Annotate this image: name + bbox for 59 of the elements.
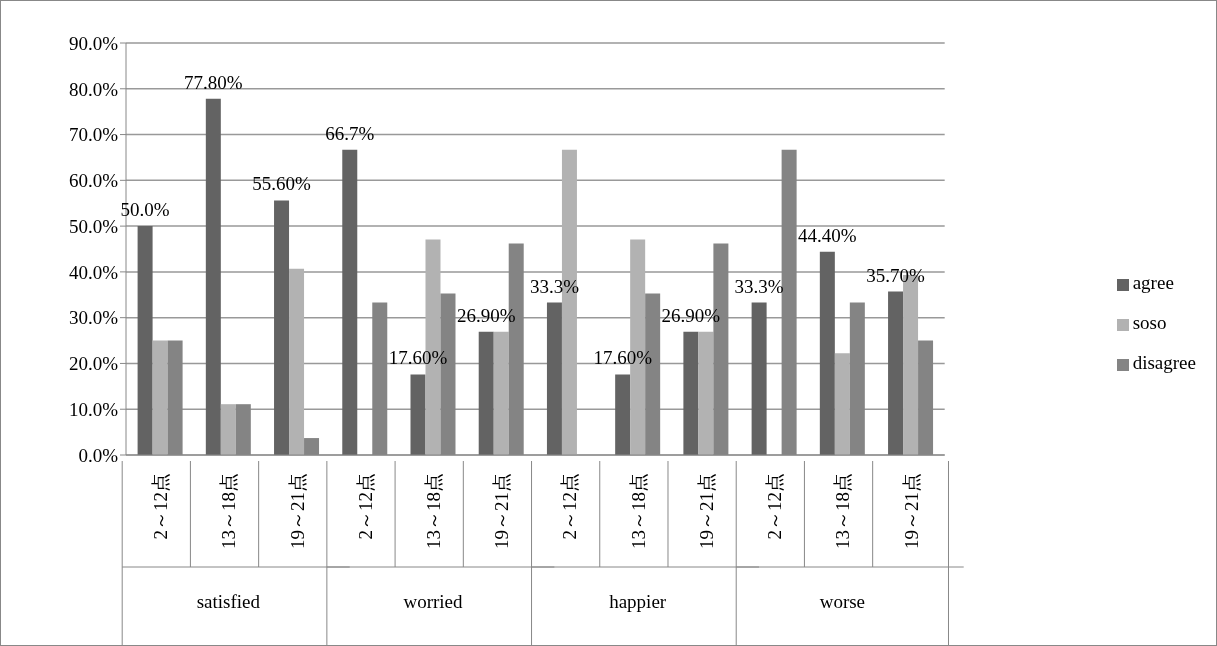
bar xyxy=(410,374,426,455)
data-label: 26.90% xyxy=(661,304,721,326)
bar xyxy=(342,149,358,455)
data-label: 55.60% xyxy=(252,173,312,195)
bar xyxy=(152,340,168,455)
legend-label: agree xyxy=(1132,272,1174,293)
y-tick-label: 80.0% xyxy=(68,78,119,100)
data-label: 35.70% xyxy=(866,264,926,286)
x-tick-label: 13～18点 xyxy=(423,473,445,549)
x-tick-label: 19～21点 xyxy=(900,473,922,549)
x-tick-label: 13～18点 xyxy=(832,473,854,549)
y-tick-label: 30.0% xyxy=(68,307,119,329)
data-label: 66.7% xyxy=(325,122,375,144)
x-tick-label: 19～21点 xyxy=(695,473,717,549)
x-tick-label: 19～21点 xyxy=(286,473,308,549)
y-tick-label: 90.0% xyxy=(68,32,119,54)
data-label: 26.90% xyxy=(456,304,516,326)
x-tick-label: 13～18点 xyxy=(627,473,649,549)
data-label: 50.0% xyxy=(120,199,170,221)
bar xyxy=(274,200,290,455)
y-tick-label: 0.0% xyxy=(78,444,119,466)
bar xyxy=(615,374,631,455)
y-tick-label: 40.0% xyxy=(68,261,119,283)
bar xyxy=(289,268,305,455)
y-tick-label: 20.0% xyxy=(68,353,119,375)
x-tick-label: 2～12点 xyxy=(354,473,376,540)
bar xyxy=(220,404,236,455)
bar xyxy=(683,331,699,455)
bar xyxy=(834,353,850,455)
data-label: 17.60% xyxy=(388,347,448,369)
data-label: 33.3% xyxy=(734,275,784,297)
data-label: 17.60% xyxy=(593,347,653,369)
y-tick-label: 10.0% xyxy=(68,398,119,420)
data-label: 44.40% xyxy=(798,224,857,246)
text: worse xyxy=(819,591,866,612)
bar xyxy=(205,98,221,455)
x-tick-label: 19～21点 xyxy=(491,473,513,549)
x-tick-label: 2～12点 xyxy=(150,473,172,540)
x-tick-label: 2～12点 xyxy=(764,473,786,540)
text: happier xyxy=(609,591,667,612)
bar xyxy=(546,302,562,455)
x-tick-label: 13～18点 xyxy=(218,473,240,549)
text: worried xyxy=(403,591,464,612)
bar xyxy=(698,331,714,455)
bar xyxy=(137,226,153,455)
bar xyxy=(751,302,767,455)
y-tick-label: 60.0% xyxy=(68,170,119,192)
y-tick-label: 70.0% xyxy=(68,124,119,146)
legend-label: disagree xyxy=(1132,352,1196,373)
bar xyxy=(493,331,509,455)
legend-label: soso xyxy=(1132,312,1167,333)
bar xyxy=(888,291,904,455)
bar xyxy=(819,251,835,455)
x-tick-label: 2～12点 xyxy=(559,473,581,540)
text: satisfied xyxy=(196,591,261,612)
data-label: 33.3% xyxy=(529,275,580,297)
data-label: 77.80% xyxy=(184,71,243,93)
y-tick-label: 50.0% xyxy=(68,215,119,237)
bar xyxy=(478,331,494,455)
